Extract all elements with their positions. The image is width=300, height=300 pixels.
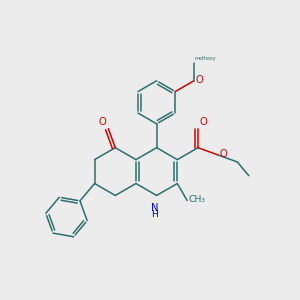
- Text: O: O: [99, 117, 106, 127]
- Text: H: H: [152, 210, 158, 219]
- Text: methoxy: methoxy: [194, 56, 216, 61]
- Text: O: O: [219, 149, 227, 159]
- Text: CH₃: CH₃: [188, 195, 205, 204]
- Text: O: O: [199, 117, 207, 127]
- Text: N: N: [151, 203, 159, 213]
- Text: O: O: [195, 75, 203, 85]
